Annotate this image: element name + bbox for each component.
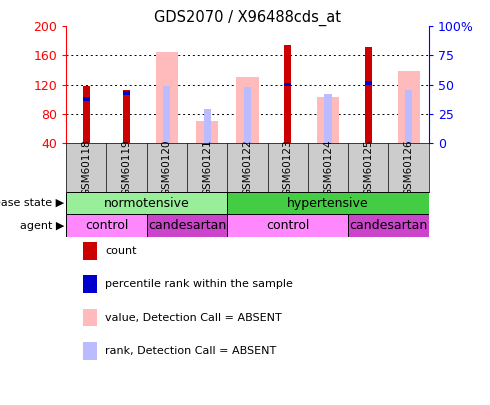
Bar xyxy=(365,47,372,143)
Bar xyxy=(123,90,130,143)
Bar xyxy=(123,92,130,95)
Text: rank, Detection Call = ABSENT: rank, Detection Call = ABSENT xyxy=(105,346,276,356)
Bar xyxy=(147,214,227,237)
Bar xyxy=(348,214,429,237)
Bar xyxy=(227,214,348,237)
Text: control: control xyxy=(266,219,309,232)
Bar xyxy=(397,71,419,143)
Text: GSM60121: GSM60121 xyxy=(202,139,212,196)
Bar xyxy=(284,45,292,143)
Text: disease state ▶: disease state ▶ xyxy=(0,198,64,208)
Bar xyxy=(244,87,251,143)
Text: agent ▶: agent ▶ xyxy=(20,221,64,231)
Text: GSM60125: GSM60125 xyxy=(363,139,373,196)
Text: value, Detection Call = ABSENT: value, Detection Call = ABSENT xyxy=(105,313,282,322)
Text: candesartan: candesartan xyxy=(349,219,428,232)
Bar xyxy=(317,97,339,143)
Bar xyxy=(83,86,90,143)
Text: GSM60123: GSM60123 xyxy=(283,139,293,196)
Bar xyxy=(196,121,218,143)
Bar xyxy=(236,77,259,143)
Text: control: control xyxy=(85,219,128,232)
Title: GDS2070 / X96488cds_at: GDS2070 / X96488cds_at xyxy=(154,10,341,26)
Bar xyxy=(66,192,227,214)
Bar xyxy=(203,109,211,143)
Text: count: count xyxy=(105,246,137,256)
Text: GSM60118: GSM60118 xyxy=(81,139,91,196)
Text: GSM60120: GSM60120 xyxy=(162,139,172,196)
Text: candesartan: candesartan xyxy=(148,219,226,232)
Bar xyxy=(156,52,178,143)
Text: percentile rank within the sample: percentile rank within the sample xyxy=(105,279,293,289)
Text: normotensive: normotensive xyxy=(104,196,190,210)
Text: GSM60122: GSM60122 xyxy=(243,139,252,196)
Text: GSM60119: GSM60119 xyxy=(122,139,132,196)
Text: GSM60124: GSM60124 xyxy=(323,139,333,196)
Bar xyxy=(405,90,412,143)
Bar xyxy=(83,97,90,101)
Bar xyxy=(284,83,292,86)
Text: hypertensive: hypertensive xyxy=(287,196,369,210)
Bar xyxy=(227,192,429,214)
Bar xyxy=(324,94,332,143)
Bar xyxy=(365,81,372,85)
Text: GSM60126: GSM60126 xyxy=(404,139,414,196)
Bar xyxy=(163,86,171,143)
Bar xyxy=(66,214,147,237)
